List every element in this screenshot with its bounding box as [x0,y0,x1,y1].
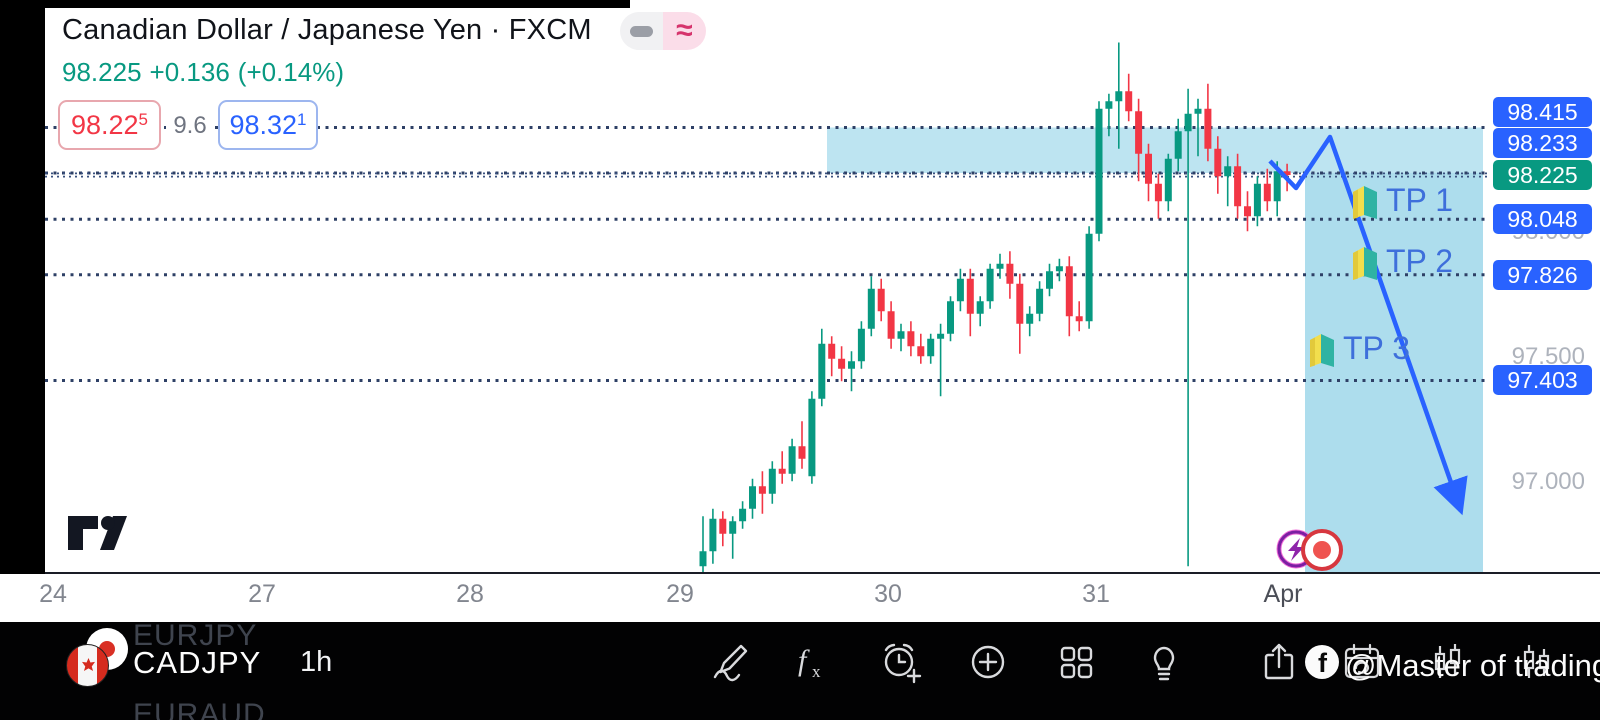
time-tick-28: 28 [456,580,484,608]
price-change: 98.225 +0.136 (+0.14%) [62,57,352,88]
projection-arrow[interactable] [1268,134,1468,516]
symbol-button[interactable]: CADJPY [133,645,262,680]
watermark-text: @Master of trading [1345,648,1600,683]
canada-flag-icon [66,644,109,687]
toggle-off-segment[interactable] [620,12,663,50]
approx-waves-icon: ≈ [676,14,693,47]
facebook-icon[interactable]: f [1300,640,1344,684]
calendar-icon[interactable] [1340,640,1384,684]
share-icon[interactable] [1257,640,1301,684]
bidask-toggle[interactable]: ≈ [620,12,706,50]
tp-label: TP 1 [1386,182,1453,218]
add-circle-icon[interactable] [966,640,1010,684]
candlesticks [699,42,1291,572]
time-axis[interactable]: 24 27 28 29 30 31 Apr [0,574,1600,622]
tp-marker-2[interactable]: TP 2 [1350,243,1453,280]
symbol-below[interactable]: EURAUD [133,698,266,720]
price-chip-98.233: 98.233 [1493,128,1592,158]
svg-text:f: f [798,644,810,677]
candles2-icon[interactable] [1513,640,1557,684]
price-chip-98.225: 98.225 [1493,160,1592,190]
record-target-icon[interactable] [1301,529,1343,571]
price-chip-97.826: 97.826 [1493,260,1592,290]
interval-button[interactable]: 1h [300,646,333,678]
tp-book-icon [1353,246,1377,280]
symbol-above[interactable]: EURJPY [133,622,258,652]
price-chip-97.403: 97.403 [1493,365,1592,395]
axis-label-97.000: 97.000 [1511,468,1585,495]
time-tick-30: 30 [874,580,902,608]
tp-marker-3[interactable]: TP 3 [1307,330,1410,367]
page-title: Canadian Dollar / Japanese Yen · FXCM [62,14,592,46]
time-tick-24: 24 [39,580,67,608]
price-chip-98.048: 98.048 [1493,204,1592,234]
svg-text:f: f [1318,648,1328,678]
alert-add-icon[interactable] [878,640,922,684]
idea-bulb-icon[interactable] [1142,640,1186,684]
time-tick-29: 29 [666,580,694,608]
candles-icon[interactable] [1425,640,1469,684]
top-letterbox-strip [0,0,630,8]
tp-book-icon [1353,185,1377,219]
indicators-icon[interactable]: f x [790,640,834,684]
layout-grid-icon[interactable] [1054,640,1098,684]
draw-icon[interactable] [708,640,752,684]
ask-price-chip[interactable]: 98.32 1 [218,100,318,150]
bid-price-chip[interactable]: 98.22 5 [58,100,161,150]
dash-capsule-icon [630,25,653,37]
tp-label: TP 2 [1386,243,1453,279]
change-abs: +0.136 [149,57,230,87]
time-tick-Apr: Apr [1263,580,1303,608]
time-tick-27: 27 [248,580,276,608]
tradingview-logo [68,516,127,550]
price-chip-98.415: 98.415 [1493,97,1592,127]
last-price: 98.225 [62,57,142,87]
toggle-on-segment[interactable]: ≈ [663,12,706,50]
tp-label: TP 3 [1343,330,1410,366]
axis-separator [45,572,1600,574]
time-tick-31: 31 [1082,580,1110,608]
tp-marker-1[interactable]: TP 1 [1350,182,1453,219]
change-pct: (+0.14%) [237,57,345,87]
spread-value: 9.6 [166,112,214,140]
svg-text:x: x [812,662,821,681]
tp-book-icon [1310,333,1334,367]
bottom-toolbar: EURJPY EURAUD CADJPY 1h f x [0,622,1600,720]
price-axis[interactable]: 98.00097.50097.00098.41598.23398.22598.0… [1490,0,1600,574]
